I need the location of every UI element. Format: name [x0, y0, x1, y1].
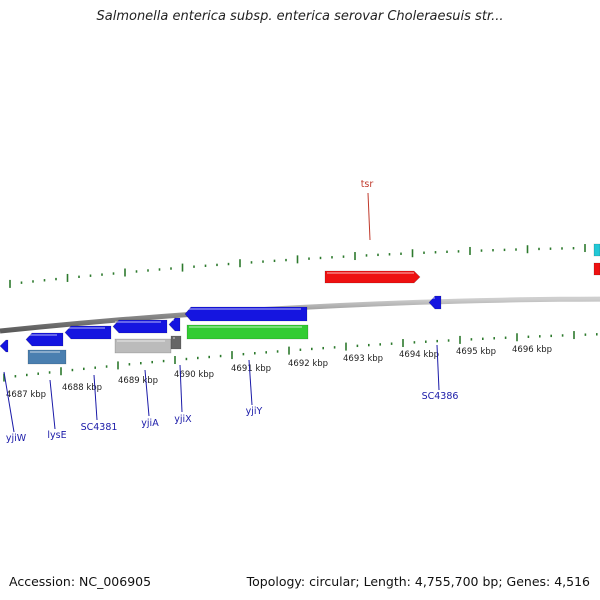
gene-label-sc4386[interactable]: SC4386 — [422, 391, 459, 402]
gene-label-line — [179, 364, 183, 413]
gene-label-lyse[interactable]: lysE — [47, 430, 66, 441]
accession-text: Accession: NC_006905 — [9, 574, 152, 589]
gene-tsr[interactable] — [324, 270, 421, 284]
gene-label-line — [248, 359, 253, 406]
gene-yjiW[interactable] — [0, 339, 9, 353]
gene-sc4386[interactable] — [428, 295, 442, 310]
gene-blue-long[interactable] — [184, 306, 308, 322]
scale-label: 4689 kbp — [118, 376, 158, 386]
gene-label-yjia[interactable]: yjiA — [141, 418, 159, 429]
scale-label: 4693 kbp — [343, 354, 383, 364]
gene-edge-red[interactable] — [593, 262, 600, 276]
gene-yjiA[interactable] — [112, 319, 168, 334]
gene-label-line — [144, 369, 150, 417]
gene-label-line — [367, 192, 371, 241]
gene-label-yjiw[interactable]: yjiW — [6, 433, 27, 444]
scale-label: 4696 kbp — [512, 345, 552, 355]
gene-label-tsr[interactable]: tsr — [361, 179, 374, 190]
genome-summary-text: Topology: circular; Length: 4,755,700 bp… — [246, 574, 590, 589]
gene-blue-long-highlight — [187, 308, 301, 310]
gene-steel-highlight — [30, 351, 60, 353]
scale-label: 4695 kbp — [456, 347, 496, 357]
gene-label-line — [49, 379, 56, 430]
gene-grey-highlight — [117, 340, 165, 342]
gene-label-yjix[interactable]: yjiX — [174, 414, 192, 425]
gene-edge-cyan[interactable] — [593, 243, 600, 257]
scale-label: 4694 kbp — [399, 350, 439, 360]
scale-label: 4690 kbp — [174, 370, 214, 380]
gene-label-sc4381[interactable]: SC4381 — [81, 422, 118, 433]
gene-yjiX-highlight — [171, 319, 174, 321]
genome-title: Salmonella enterica subsp. enterica sero… — [96, 9, 504, 24]
gene-green[interactable] — [186, 324, 309, 340]
gene-steel[interactable] — [27, 349, 67, 365]
gene-label-line — [3, 371, 15, 433]
gene-sc4381-highlight — [67, 327, 105, 329]
gene-tsr-highlight — [327, 272, 414, 274]
gene-green-highlight — [189, 326, 302, 328]
gene-grey[interactable] — [114, 338, 172, 354]
gene-grey-dark-highlight — [173, 337, 175, 339]
gene-yjiX[interactable] — [168, 317, 181, 332]
gene-lysE[interactable] — [25, 332, 64, 347]
gene-lysE-highlight — [28, 334, 57, 336]
scale-label: 4687 kbp — [6, 390, 46, 400]
gene-sc4381[interactable] — [64, 325, 112, 340]
gene-grey-dark[interactable] — [170, 335, 182, 350]
gene-label-line — [93, 374, 98, 421]
gene-label-line — [436, 344, 440, 391]
gene-yjiA-highlight — [115, 321, 161, 323]
scale-label: 4692 kbp — [288, 359, 328, 369]
gene-sc4386-highlight — [431, 297, 435, 299]
scale-label: 4688 kbp — [62, 383, 102, 393]
scale-label: 4691 kbp — [231, 364, 271, 374]
gene-label-yjiy[interactable]: yjiY — [246, 406, 263, 417]
